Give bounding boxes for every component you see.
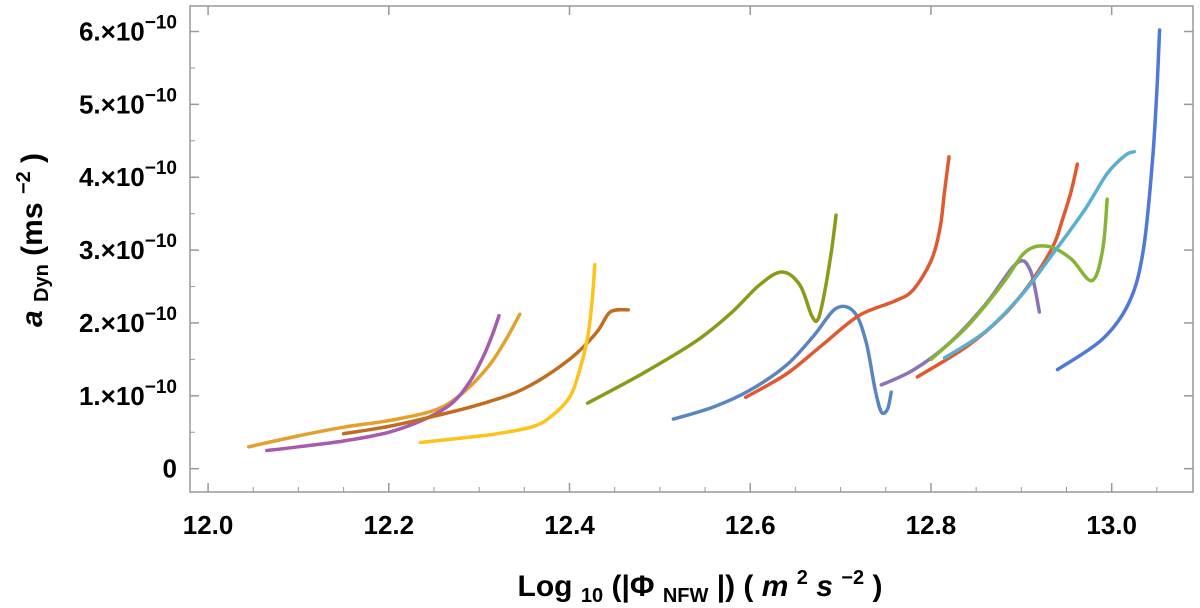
series-line-4 <box>418 262 597 445</box>
series-line-12 <box>1055 28 1162 372</box>
y-axis-ticks: 0 1.×10−10 2.×10−10 3.×10−10 4.×10−10 5.×10−1… <box>79 13 1193 484</box>
x-axis-ticks: 12.0 12.2 12.4 12.6 12.8 13.0 <box>183 6 1158 540</box>
x-tick-label: 12.8 <box>906 510 957 540</box>
series-line-3 <box>341 307 630 436</box>
x-tick-label: 12.6 <box>725 510 776 540</box>
x-tick-label: 12.2 <box>363 510 414 540</box>
y-tick-label: 5.×10−10 <box>79 85 177 119</box>
y-tick-label: 1.×10−10 <box>79 377 177 411</box>
y-tick-label: 3.×10−10 <box>79 231 177 265</box>
x-tick-label: 12.0 <box>183 510 234 540</box>
series-line-6 <box>671 304 893 421</box>
y-tick-label: 2.×10−10 <box>79 304 177 338</box>
series-line-10 <box>929 197 1109 362</box>
y-tick-label: 6.×10−10 <box>79 13 177 47</box>
x-axis-label: Log 10 (|Φ NFW |) ( m 2 s −2 ) <box>518 558 883 608</box>
x-tick-label: 12.4 <box>544 510 595 540</box>
y-tick-label: 0 <box>163 454 177 484</box>
y-axis-label: a Dyn (ms −2 ) <box>4 153 55 327</box>
plot-frame <box>189 5 1194 493</box>
series-line-11 <box>942 149 1137 360</box>
series-line-5 <box>585 213 838 405</box>
series-lines <box>246 28 1162 453</box>
x-tick-label: 13.0 <box>1086 510 1137 540</box>
series-line-8 <box>879 259 1042 387</box>
series-line-2 <box>265 313 501 453</box>
series-line-1 <box>246 312 522 449</box>
series-line-9 <box>915 162 1080 379</box>
y-tick-label: 4.×10−10 <box>79 158 177 192</box>
series-line-7 <box>743 155 951 400</box>
